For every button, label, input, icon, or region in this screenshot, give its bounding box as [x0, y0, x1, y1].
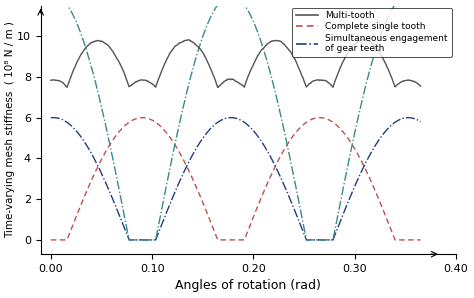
X-axis label: Angles of rotation (rad): Angles of rotation (rad): [175, 280, 321, 292]
Legend: Multi-tooth, Complete single tooth, Simultaneous engagement
of gear teeth: Multi-tooth, Complete single tooth, Simu…: [292, 7, 452, 57]
Y-axis label: Time-varying mesh stiffness  ( 10⁸ N / m ): Time-varying mesh stiffness ( 10⁸ N / m …: [6, 21, 16, 238]
